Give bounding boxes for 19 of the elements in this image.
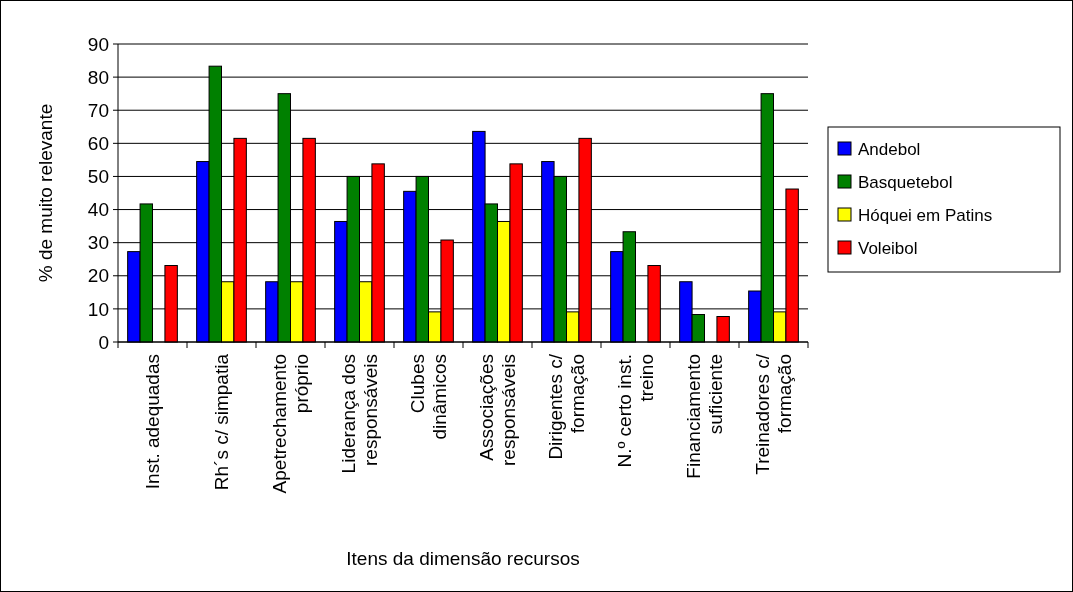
y-tick-label: 40	[87, 199, 109, 221]
x-tick-label: Rh´s c/ simpatia	[211, 353, 233, 491]
legend-label: Basquetebol	[858, 172, 953, 192]
y-tick-label: 80	[87, 66, 109, 88]
y-tick-label: 70	[87, 99, 109, 121]
x-axis-title: Itens da dimensão recursos	[346, 548, 580, 569]
y-tick-label: 30	[87, 232, 109, 254]
legend-label: Andebol	[858, 139, 921, 159]
legend-label: Voleibol	[858, 238, 918, 258]
y-tick-label: 90	[87, 33, 109, 55]
x-tick-label: Inst. adequadas	[142, 354, 164, 490]
y-tick-label: 10	[87, 298, 109, 320]
y-axis-title: % de muito relevante	[35, 103, 56, 283]
legend-label: Hóquei em Patins	[858, 205, 993, 225]
y-tick-label: 20	[87, 265, 109, 287]
y-tick-label: 50	[87, 166, 109, 188]
y-tick-label: 60	[87, 132, 109, 154]
x-tick-label: Apetrechamento próprio	[269, 354, 313, 494]
y-tick-label: 0	[98, 331, 109, 353]
